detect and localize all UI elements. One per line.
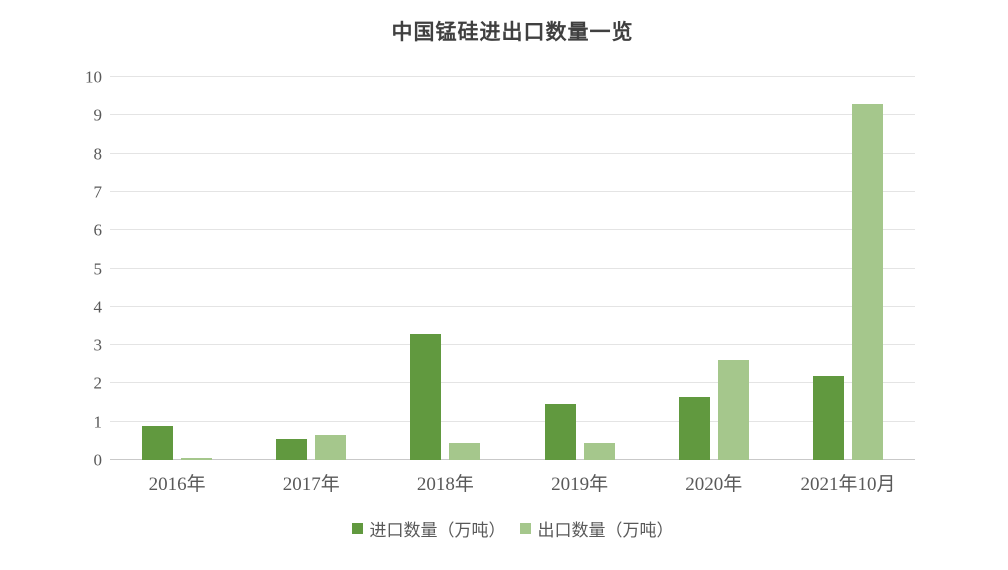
legend-swatch-series1	[351, 523, 363, 534]
bar-series1-2019年	[544, 404, 576, 460]
gridline	[110, 305, 915, 307]
x-tick-label-2021年10月: 2021年10月	[800, 474, 896, 495]
gridline	[110, 267, 915, 269]
bar-series1-2020年	[678, 396, 710, 460]
gridline	[110, 344, 915, 346]
y-tick-label: 5	[93, 259, 103, 278]
bar-group-2017年	[244, 77, 378, 460]
x-axis-labels: 2016年 2017年 2018年 2019年 2020年 2021年10月	[110, 469, 915, 496]
bar-series1-2018年	[410, 333, 442, 460]
chart-title: 中国锰硅进出口数量一览	[391, 20, 634, 44]
gridline	[110, 190, 915, 192]
bar-group-2019年	[513, 77, 647, 460]
bar-series1-2016年	[142, 425, 174, 460]
gridline	[110, 229, 915, 231]
x-tick-label-2017年: 2017年	[282, 474, 340, 495]
y-tick-label: 1	[93, 412, 103, 432]
y-tick-label: 2	[93, 373, 103, 393]
x-tick-label-2020年: 2020年	[685, 474, 743, 495]
y-tick-label: 7	[93, 182, 103, 202]
gridline	[110, 114, 915, 116]
bar-group-2018年	[378, 77, 512, 460]
bar-series2-2017年	[315, 435, 347, 460]
bar-series2-2018年	[449, 442, 481, 460]
bar-series2-2020年	[717, 360, 749, 460]
legend-swatch-series2	[519, 523, 531, 534]
bar-series2-2019年	[583, 442, 615, 460]
bar-series2-2021年10月	[851, 103, 883, 460]
gridline	[110, 382, 915, 384]
gridline	[110, 420, 915, 422]
legend-label-series2: 出口数量（万吨）	[537, 521, 674, 540]
y-tick-label: 4	[93, 297, 103, 317]
bar-series1-2021年10月	[812, 375, 844, 460]
x-axis-line	[110, 459, 915, 460]
legend-item-series2: 出口数量（万吨）	[519, 516, 674, 541]
x-tick-label-2016年: 2016年	[148, 474, 206, 495]
y-tick-label: 6	[93, 220, 103, 240]
y-tick-label: 9	[93, 105, 103, 125]
legend-item-series1: 进口数量（万吨）	[351, 516, 506, 541]
x-tick-label-2018年: 2018年	[416, 474, 474, 495]
y-tick-label: 10	[85, 67, 102, 87]
bar-series2-2016年	[181, 458, 213, 460]
y-tick-label: 3	[93, 335, 103, 355]
x-tick-label-2019年: 2019年	[551, 474, 609, 495]
bar-series1-2017年	[276, 438, 308, 460]
plot-area	[110, 76, 915, 460]
bar-group-2020年	[647, 77, 781, 460]
bar-group-2016年	[110, 77, 244, 460]
y-tick-label: 0	[93, 450, 103, 470]
bar-groups	[110, 77, 915, 460]
gridline	[110, 152, 915, 154]
y-tick-label: 8	[93, 144, 103, 164]
legend: 进口数量（万吨） 出口数量（万吨）	[110, 516, 915, 541]
gridline	[110, 76, 915, 77]
legend-label-series1: 进口数量（万吨）	[369, 521, 506, 540]
bar-group-2021年10月	[781, 77, 915, 460]
